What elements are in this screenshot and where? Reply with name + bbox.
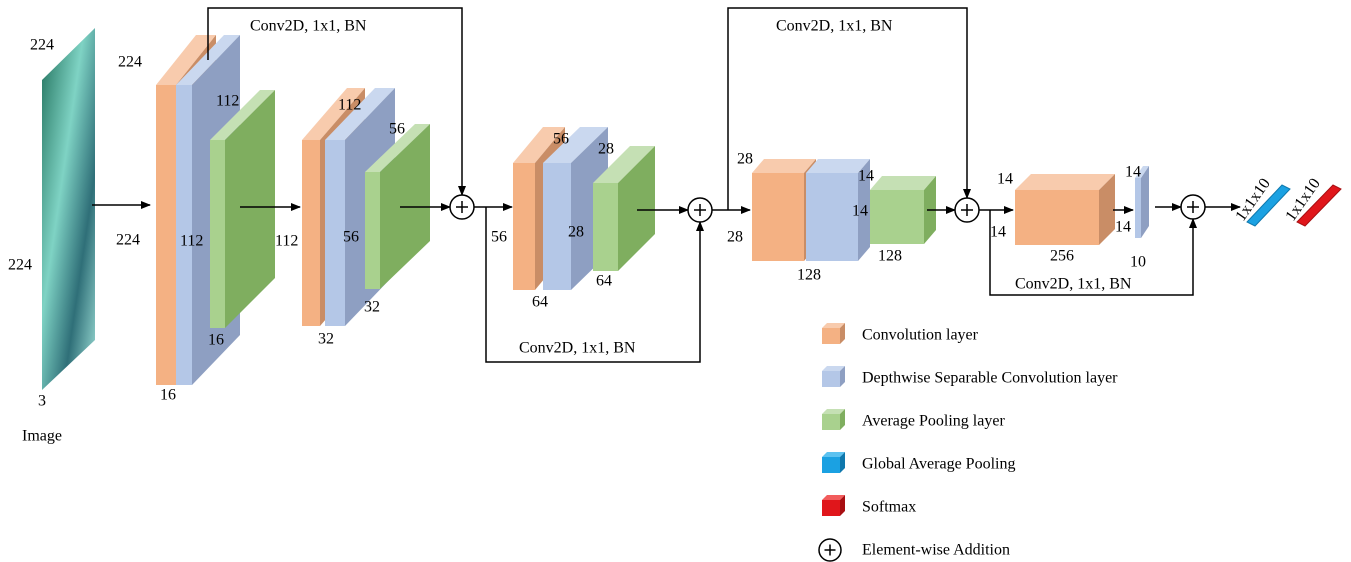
dsconv-layer-front xyxy=(325,140,345,326)
skip-connection-label: Conv2D, 1x1, BN xyxy=(1015,276,1132,293)
dimension-label: 56 xyxy=(553,131,569,148)
dimension-label: 14 xyxy=(1115,219,1131,236)
dsconv-layer-front xyxy=(1135,178,1141,238)
dimension-label: 128 xyxy=(878,248,902,265)
dimension-label: 224 xyxy=(116,232,140,249)
conv-layer-front xyxy=(156,85,176,385)
dimension-label: 128 xyxy=(797,267,821,284)
dimension-label: 28 xyxy=(568,224,584,241)
dimension-label: 256 xyxy=(1050,248,1074,265)
dimension-label: 16 xyxy=(208,332,224,349)
conv-layer-top xyxy=(1015,174,1115,190)
legend-label: Element-wise Addition xyxy=(862,542,1010,559)
dimension-label: 28 xyxy=(598,141,614,158)
legend-label: Average Pooling layer xyxy=(862,413,1005,430)
dimension-label: 224 xyxy=(8,257,32,274)
dimension-label: 14 xyxy=(852,203,868,220)
dimension-label: 28 xyxy=(737,151,753,168)
legend-label: Depthwise Separable Convolution layer xyxy=(862,370,1118,387)
dimension-label: 3 xyxy=(38,393,46,410)
pool-layer-front xyxy=(870,190,924,244)
dimension-label: 64 xyxy=(596,273,612,290)
legend-label: Softmax xyxy=(862,499,916,516)
dimension-label: 10 xyxy=(1130,254,1146,271)
dimension-label: 56 xyxy=(491,229,507,246)
page: Image 224 224 3 224 224 16 112 112 16 112 112 56 56 32… xyxy=(0,0,1351,562)
legend-swatch-front xyxy=(822,328,840,344)
dimension-label: 14 xyxy=(858,168,874,185)
legend-swatch-front xyxy=(822,414,840,430)
legend-swatch-front xyxy=(822,371,840,387)
dimension-label: 112 xyxy=(216,93,239,110)
dimension-label: 14 xyxy=(990,224,1006,241)
dimension-label: 112 xyxy=(180,233,203,250)
dsconv-layer-front xyxy=(543,163,571,290)
dimension-label: 64 xyxy=(532,294,548,311)
input-image xyxy=(42,28,95,390)
conv-layer-front xyxy=(513,163,535,290)
dimension-label: 224 xyxy=(118,54,142,71)
dimension-label: 112 xyxy=(275,233,298,250)
pool-layer-front xyxy=(365,172,380,289)
dsconv-layer-front xyxy=(806,173,858,261)
diagram: Image 224 224 3 224 224 16 112 112 16 112 112 56 56 32… xyxy=(0,0,1351,562)
skip-connection-label: Conv2D, 1x1, BN xyxy=(519,340,636,357)
input-label: Image xyxy=(22,428,62,445)
dimension-label: 32 xyxy=(318,331,334,348)
pool-layer-front xyxy=(210,140,225,328)
dimension-label: 16 xyxy=(160,387,176,404)
legend-label: Convolution layer xyxy=(862,327,979,344)
dsconv-layer-side xyxy=(1141,166,1149,238)
conv-layer-front xyxy=(1015,190,1099,245)
dimension-label: 14 xyxy=(997,171,1013,188)
pool-layer-front xyxy=(593,183,618,271)
conv-layer-front xyxy=(302,140,320,326)
legend-label: Global Average Pooling xyxy=(862,456,1015,473)
dimension-label: 224 xyxy=(30,37,54,54)
legend-swatch-front xyxy=(822,500,840,516)
dimension-label: 28 xyxy=(727,229,743,246)
dimension-label: 14 xyxy=(1125,164,1141,181)
dimension-label: 56 xyxy=(343,229,359,246)
dimension-label: 56 xyxy=(389,121,405,138)
skip-connection-label: Conv2D, 1x1, BN xyxy=(250,18,367,35)
dimension-label: 32 xyxy=(364,299,380,316)
skip-connection-label: Conv2D, 1x1, BN xyxy=(776,18,893,35)
legend-swatch-front xyxy=(822,457,840,473)
dimension-label: 112 xyxy=(338,97,361,114)
conv-layer-front xyxy=(752,173,804,261)
